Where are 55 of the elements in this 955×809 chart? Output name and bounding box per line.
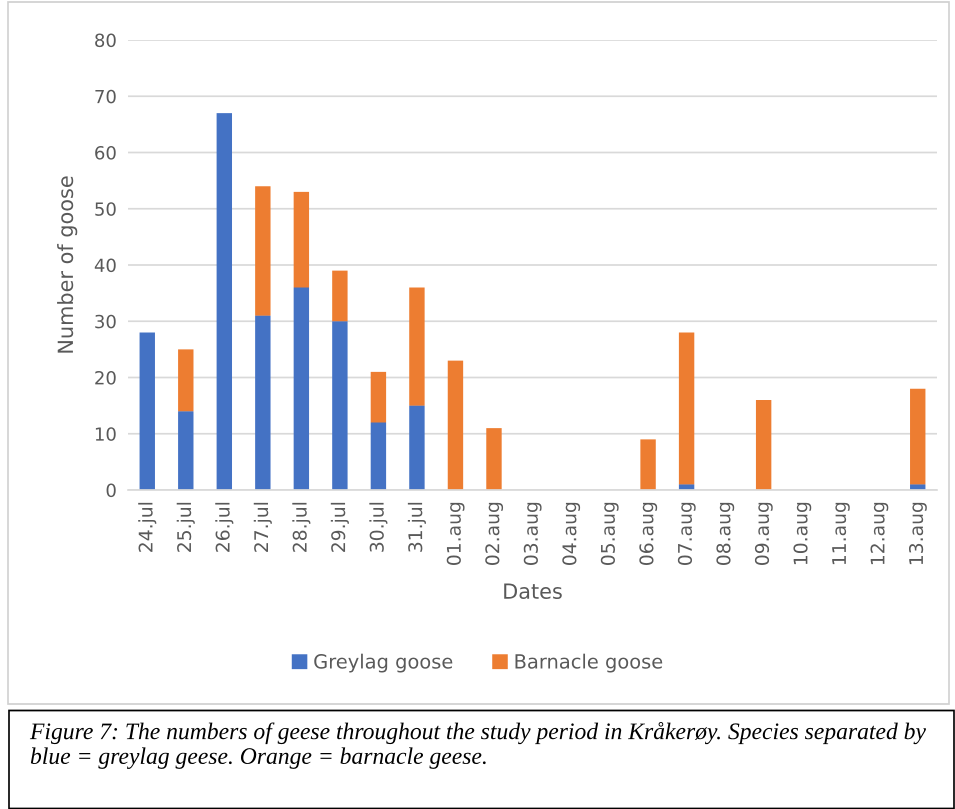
x-tick-label: 29.jul [330, 502, 349, 552]
bar [294, 288, 310, 490]
x-tick-label: 10.aug [793, 502, 812, 564]
bar [255, 186, 271, 316]
y-axis-title: Number of goose [57, 176, 78, 353]
x-tick-label: 13.aug [908, 502, 927, 564]
bar [910, 388, 926, 484]
legend-label: Barnacle goose [516, 654, 662, 672]
bar [409, 406, 425, 490]
caption: Figure 7: The numbers of geese throughout the study period in Kråkerøy. Species separated by blue = greylag geese. Orange = barnacle geese. [30, 722, 926, 769]
bar [294, 192, 310, 288]
bar [370, 372, 386, 422]
y-tick-label: 60 [95, 146, 116, 160]
bar [448, 360, 464, 490]
y-tick-label: 50 [95, 202, 116, 216]
x-tick-label: 07.aug [678, 502, 696, 565]
bar [140, 332, 155, 490]
x-tick-label: 08.aug [716, 502, 734, 565]
x-tick-label: 05.aug [600, 502, 619, 565]
y-tick-label: 80 [95, 33, 116, 48]
x-tick-label: 30.jul [369, 502, 388, 552]
bar [486, 428, 502, 490]
x-axis-title: Dates [504, 584, 562, 599]
x-tick-label: 12.aug [870, 502, 888, 564]
bar [178, 411, 194, 490]
x-tick-label: 31.jul [408, 502, 426, 552]
x-tick-label: 26.jul [215, 502, 234, 552]
y-tick-label: 40 [94, 258, 116, 272]
y-tick-label: 10 [96, 427, 116, 441]
x-tick-label: 01.aug [446, 502, 465, 565]
x-tick-label: 24.jul [138, 502, 156, 552]
x-tick-label: 25.jul [176, 502, 195, 552]
y-tick-label: 30 [95, 314, 116, 328]
x-tick-label: 04.aug [562, 502, 580, 565]
x-tick-label: 28.jul [292, 502, 310, 552]
bar [332, 321, 348, 490]
y-tick-label: 20 [95, 370, 116, 385]
bar [216, 113, 232, 490]
x-tick-label: 11.aug [832, 502, 850, 564]
y-tick-label: 0 [106, 483, 116, 498]
x-tick-label: 27.jul [254, 502, 272, 552]
bar [756, 400, 772, 490]
x-tick-label: 02.aug [485, 502, 504, 565]
x-tick-label: 03.aug [524, 502, 542, 565]
y-tick-label: 70 [95, 90, 116, 104]
bar [678, 332, 694, 484]
x-tick-label: 06.aug [639, 502, 658, 565]
x-tick-label: 09.aug [754, 502, 773, 565]
legend-label: Greylag goose [314, 654, 452, 672]
bar [640, 439, 656, 490]
bar [332, 270, 348, 322]
bar [409, 288, 425, 406]
bar [255, 316, 271, 490]
bar [178, 349, 194, 412]
bar [370, 422, 386, 490]
